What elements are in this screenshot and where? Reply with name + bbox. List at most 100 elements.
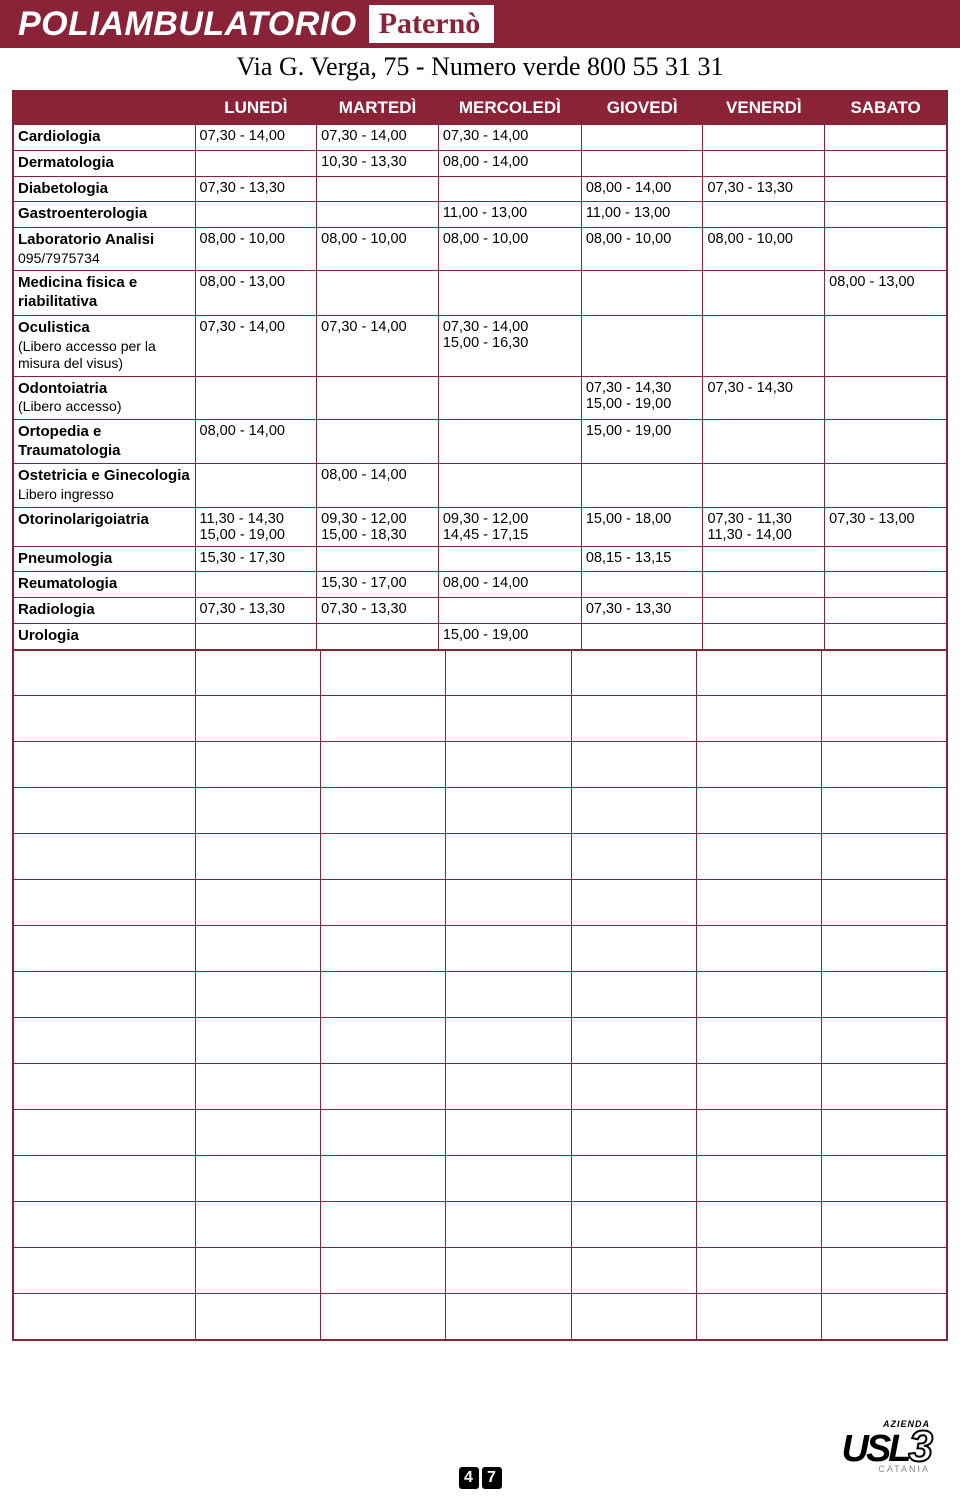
empty-cell xyxy=(446,1018,571,1063)
schedule-cell xyxy=(438,464,581,507)
header-bar: POLIAMBULATORIO Paternò xyxy=(0,0,960,48)
empty-cell xyxy=(822,1202,946,1247)
logo-usl-text: USL3 xyxy=(842,1429,930,1464)
empty-cell xyxy=(196,1248,321,1293)
empty-cell xyxy=(572,1202,697,1247)
empty-cell xyxy=(196,788,321,833)
empty-cell xyxy=(446,1294,571,1339)
schedule-cell: 07,30 - 13,00 xyxy=(825,507,947,546)
empty-cell xyxy=(14,972,196,1017)
empty-cell xyxy=(822,1248,946,1293)
schedule-cell xyxy=(317,376,439,419)
schedule-cell: 07,30 - 11,3011,30 - 14,00 xyxy=(703,507,825,546)
schedule-cell xyxy=(581,271,703,316)
empty-cell xyxy=(321,651,446,696)
empty-cell xyxy=(822,834,946,879)
empty-cell xyxy=(446,651,571,696)
empty-cell xyxy=(446,696,571,741)
schedule-cell: 08,00 - 14,00 xyxy=(438,150,581,176)
schedule-cell xyxy=(825,176,947,202)
empty-cell xyxy=(196,1202,321,1247)
schedule-cell xyxy=(581,464,703,507)
empty-cell xyxy=(822,972,946,1017)
page-number: 4 7 xyxy=(459,1467,502,1489)
location-name: Paternò xyxy=(379,7,481,40)
empty-cell xyxy=(14,1018,196,1063)
empty-cell xyxy=(321,972,446,1017)
empty-cell xyxy=(14,926,196,971)
empty-cell xyxy=(697,1018,822,1063)
schedule-cell: 07,30 - 13,30 xyxy=(195,598,317,624)
schedule-cell xyxy=(438,176,581,202)
empty-cell xyxy=(697,972,822,1017)
schedule-cell: 09,30 - 12,0014,45 - 17,15 xyxy=(438,507,581,546)
table-row: Dermatologia10,30 - 13,3008,00 - 14,00 xyxy=(13,150,947,176)
schedule-cell: 07,30 - 14,3015,00 - 19,00 xyxy=(581,376,703,419)
schedule-cell xyxy=(703,150,825,176)
table-row: Ostetricia e GinecologiaLibero ingresso0… xyxy=(13,464,947,507)
schedule-cell: 08,15 - 13,15 xyxy=(581,546,703,572)
schedule-cell xyxy=(825,228,947,271)
schedule-cell xyxy=(825,150,947,176)
empty-row xyxy=(14,1248,946,1294)
empty-cell xyxy=(697,1064,822,1109)
row-label: Oculistica(Libero accesso per la misura … xyxy=(13,315,195,376)
schedule-cell: 09,30 - 12,0015,00 - 18,30 xyxy=(317,507,439,546)
row-label: Radiologia xyxy=(13,598,195,624)
empty-cell xyxy=(572,880,697,925)
row-label: Ortopedia e Traumatologia xyxy=(13,419,195,464)
usl-logo: AZIENDA USL3 CATANIA xyxy=(842,1419,930,1474)
empty-cell xyxy=(572,834,697,879)
schedule-cell: 08,00 - 10,00 xyxy=(438,228,581,271)
schedule-cell: 08,00 - 13,00 xyxy=(195,271,317,316)
empty-cell xyxy=(697,1248,822,1293)
subtitle-address: Via G. Verga, 75 - Numero verde 800 55 3… xyxy=(0,48,960,90)
schedule-cell: 07,30 - 13,30 xyxy=(195,176,317,202)
schedule-cell xyxy=(438,419,581,464)
table-row: Reumatologia15,30 - 17,0008,00 - 14,00 xyxy=(13,572,947,598)
schedule-cell xyxy=(703,315,825,376)
schedule-cell: 08,00 - 14,00 xyxy=(195,419,317,464)
empty-cell xyxy=(14,1156,196,1201)
row-label: Gastroenterologia xyxy=(13,202,195,228)
schedule-cell: 07,30 - 14,00 xyxy=(317,125,439,151)
empty-cell xyxy=(14,1248,196,1293)
schedule-cell xyxy=(581,125,703,151)
schedule-cell: 07,30 - 14,30 xyxy=(703,376,825,419)
schedule-cell xyxy=(317,271,439,316)
empty-cell xyxy=(822,742,946,787)
empty-cell xyxy=(321,1110,446,1155)
schedule-cell xyxy=(825,598,947,624)
empty-cell xyxy=(446,834,571,879)
schedule-cell: 15,00 - 19,00 xyxy=(581,419,703,464)
schedule-cell: 08,00 - 14,00 xyxy=(438,572,581,598)
empty-cell xyxy=(446,1156,571,1201)
row-label: Otorinolarigoiatria xyxy=(13,507,195,546)
footer: 4 7 AZIENDA USL3 CATANIA xyxy=(0,1467,960,1489)
col-sat: SABATO xyxy=(825,91,947,125)
empty-cell xyxy=(321,1294,446,1339)
schedule-cell: 08,00 - 14,00 xyxy=(581,176,703,202)
schedule-cell: 08,00 - 13,00 xyxy=(825,271,947,316)
schedule-cell xyxy=(703,623,825,649)
schedule-cell xyxy=(825,546,947,572)
empty-row xyxy=(14,1294,946,1339)
col-wed: MERCOLEDÌ xyxy=(438,91,581,125)
empty-cell xyxy=(446,1202,571,1247)
schedule-cell xyxy=(825,464,947,507)
schedule-cell xyxy=(703,546,825,572)
empty-cell xyxy=(196,1110,321,1155)
table-row: Oculistica(Libero accesso per la misura … xyxy=(13,315,947,376)
schedule-cell xyxy=(317,202,439,228)
empty-row xyxy=(14,1018,946,1064)
schedule-cell xyxy=(703,271,825,316)
empty-cell xyxy=(321,788,446,833)
empty-row xyxy=(14,880,946,926)
table-row: Gastroenterologia11,00 - 13,0011,00 - 13… xyxy=(13,202,947,228)
schedule-cell xyxy=(195,376,317,419)
empty-cell xyxy=(321,1018,446,1063)
schedule-cell: 08,00 - 10,00 xyxy=(317,228,439,271)
empty-cell xyxy=(572,651,697,696)
schedule-cell xyxy=(825,202,947,228)
empty-cell xyxy=(822,1110,946,1155)
